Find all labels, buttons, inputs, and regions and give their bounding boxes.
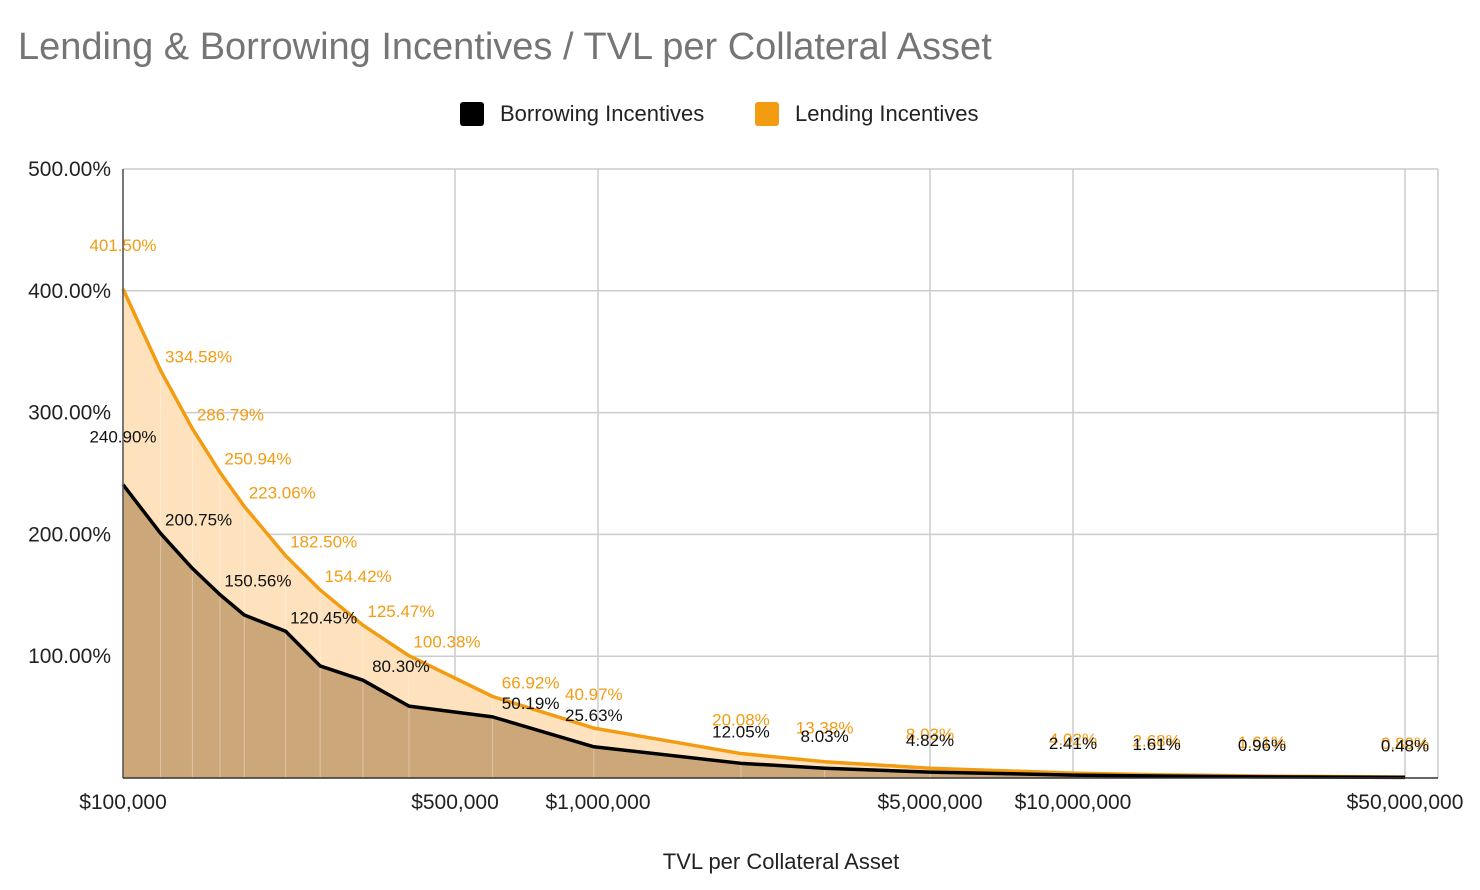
lending-data-label: 13.38%	[796, 719, 854, 738]
legend-label: Lending Incentives	[795, 101, 978, 126]
borrowing-data-label: 150.56%	[224, 572, 291, 591]
y-tick-label: 200.00%	[28, 523, 111, 546]
borrowing-data-label: 8.03%	[801, 727, 849, 746]
lending-data-label: 125.47%	[367, 602, 434, 621]
x-tick-label: $5,000,000	[877, 791, 982, 814]
lending-data-label: 4.02%	[1049, 730, 1097, 749]
borrowing-data-label: 4.82%	[906, 731, 954, 750]
borrowing-data-label: 1.61%	[1133, 735, 1181, 754]
borrowing-data-label: 80.30%	[372, 657, 430, 676]
x-tick-label: $1,000,000	[545, 791, 650, 814]
borrowing-data-label: 0.48%	[1381, 736, 1429, 755]
x-tick-label: $100,000	[79, 791, 167, 814]
lending-data-label: 2.68%	[1133, 732, 1181, 751]
series-lines	[121, 288, 1406, 780]
x-tick-label: $500,000	[411, 791, 499, 814]
lending-data-label: 223.06%	[249, 483, 316, 502]
grid-lines	[122, 168, 1439, 778]
lending-data-label: 66.92%	[502, 673, 560, 692]
lending-data-label: 1.61%	[1238, 733, 1286, 752]
lending-data-label: 0.80%	[1381, 734, 1429, 753]
borrowing-data-label: 50.19%	[502, 694, 560, 713]
x-axis-title: TVL per Collateral Asset	[663, 849, 899, 874]
lending-data-label: 334.58%	[165, 347, 232, 366]
lending-data-label: 40.97%	[565, 685, 623, 704]
legend-label: Borrowing Incentives	[500, 101, 704, 126]
y-tick-label: 500.00%	[28, 158, 111, 181]
borrowing-data-label: 120.45%	[290, 608, 357, 627]
legend-swatch	[460, 102, 484, 126]
borrowing-data-label: 2.41%	[1049, 734, 1097, 753]
x-tick-label: $10,000,000	[1015, 791, 1132, 814]
borrowing-line	[121, 483, 1406, 780]
lending-data-label: 20.08%	[712, 711, 770, 730]
borrowing-data-label: 200.75%	[165, 510, 232, 529]
borrowing-data-label: 12.05%	[712, 722, 770, 741]
lending-line	[121, 288, 1406, 779]
y-tick-label: 300.00%	[28, 402, 111, 425]
y-tick-label: 100.00%	[28, 645, 111, 668]
chart-title: Lending & Borrowing Incentives / TVL per…	[18, 26, 992, 68]
lending-data-label: 8.03%	[906, 725, 954, 744]
legend-swatch	[755, 102, 779, 126]
lending-data-label: 250.94%	[224, 449, 291, 468]
lending-data-label: 182.50%	[290, 533, 357, 552]
y-tick-label: 400.00%	[28, 280, 111, 303]
borrowing-area	[123, 484, 1405, 778]
data-labels: 401.50%334.58%286.79%250.94%223.06%182.5…	[89, 236, 1429, 755]
borrowing-data-label: 25.63%	[565, 706, 623, 725]
lending-data-label: 100.38%	[413, 633, 480, 652]
x-tick-label: $50,000,000	[1347, 791, 1464, 814]
legend: Borrowing Incentives Lending Incentives	[460, 101, 978, 126]
lending-data-label: 286.79%	[197, 406, 264, 425]
borrowing-data-label: 0.96%	[1238, 736, 1286, 755]
axes: 100.00% 200.00% 300.00% 400.00% 500.00% $100,…	[28, 158, 1463, 874]
lending-data-label: 154.42%	[325, 567, 392, 586]
